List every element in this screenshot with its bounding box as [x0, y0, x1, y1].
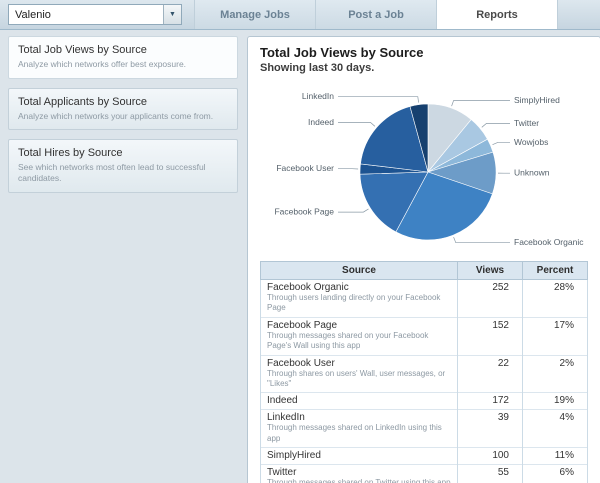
company-dropdown-value: Valenio — [15, 8, 51, 21]
views-value: 152 — [457, 316, 523, 356]
tab-post-a-job[interactable]: Post a Job — [315, 0, 436, 29]
sidebar-item-title: Total Applicants by Source — [18, 95, 148, 108]
source-description: Through messages shared on Twitter using… — [267, 478, 451, 483]
table-header-row: Source Views Percent — [260, 261, 588, 280]
report-subtitle: Showing last 30 days. — [260, 62, 375, 74]
pie-label-facebook-page: Facebook Page — [274, 207, 334, 217]
pie-label-twitter: Twitter — [514, 118, 539, 128]
pie-label-facebook-user: Facebook User — [276, 163, 334, 173]
percent-value: 6% — [522, 464, 588, 483]
sidebar-item-hires[interactable]: Total Hires by Source See which networks… — [8, 139, 238, 193]
sidebar-item-subtitle: Analyze which networks offer best exposu… — [18, 59, 187, 69]
content-area: Total Job Views by Source Analyze which … — [0, 30, 600, 483]
pie-leader-line — [481, 123, 510, 128]
company-dropdown[interactable]: Valenio ▼ — [8, 4, 182, 25]
pie-leader-line — [453, 236, 510, 244]
sidebar-item-job-views[interactable]: Total Job Views by Source Analyze which … — [8, 36, 238, 79]
source-name: Indeed — [267, 395, 298, 407]
report-panel: Total Job Views by Source Showing last 3… — [247, 36, 600, 483]
pie-leader-line — [492, 141, 510, 146]
table-row: Indeed 172 19% — [260, 392, 588, 410]
chevron-down-icon[interactable]: ▼ — [163, 5, 181, 24]
table-row: Twitter Through messages shared on Twitte… — [260, 464, 588, 483]
percent-value: 19% — [522, 392, 588, 410]
pie-label-facebook-organic: Facebook Organic — [514, 237, 584, 247]
table-row: Facebook Page Through messages shared on … — [260, 316, 588, 356]
header-views: Views — [457, 261, 523, 280]
pie-slice-indeed — [360, 106, 429, 173]
sidebar-item-title: Total Hires by Source — [18, 147, 123, 160]
reports-sidebar: Total Job Views by Source Analyze which … — [8, 36, 238, 193]
table-row: Facebook Organic Through users landing di… — [260, 279, 588, 318]
source-name: Twitter — [267, 467, 297, 479]
table-row: LinkedIn Through messages shared on Linke… — [260, 409, 588, 448]
source-table: Source Views Percent Facebook Organic Thr… — [260, 261, 588, 483]
sidebar-item-subtitle: See which networks most often lead to su… — [18, 162, 206, 183]
top-navigation-bar: Valenio ▼ Manage Jobs Post a Job Reports — [0, 0, 600, 30]
pie-slice-facebook-page — [359, 171, 429, 233]
percent-value: 4% — [522, 409, 588, 448]
pie-slice-linkedin — [409, 103, 429, 173]
pie-label-linkedin: LinkedIn — [302, 91, 334, 101]
sidebar-item-subtitle: Analyze which networks your applicants c… — [18, 110, 214, 121]
pie-leader-line — [451, 100, 510, 107]
source-name: Facebook Organic — [267, 282, 349, 293]
source-name: Facebook User — [267, 357, 335, 369]
header-source: Source — [260, 261, 458, 280]
tab-bar: Manage Jobs Post a Job Reports — [194, 0, 558, 29]
source-name: Facebook Page — [267, 319, 338, 331]
sidebar-item-applicants[interactable]: Total Applicants by Source Analyze which… — [8, 87, 238, 131]
pie-label-wowjobs: Wowjobs — [514, 137, 548, 147]
pie-label-unknown: Unknown — [514, 168, 550, 178]
pie-leader-line — [338, 122, 376, 127]
pie-chart: SimplyHired Twitter Wowjobs Unknown Facebook… — [274, 91, 584, 247]
views-value: 100 — [457, 447, 523, 465]
pie-leader-line — [338, 208, 369, 213]
header-percent: Percent — [522, 261, 588, 280]
views-value: 55 — [457, 464, 523, 483]
pie-slice-facebook-organic — [395, 171, 493, 241]
views-value: 172 — [457, 392, 523, 410]
pie-label-simplyhired: SimplyHired — [514, 95, 560, 105]
sidebar-item-title: Total Job Views by Source — [18, 44, 147, 56]
report-title: Total Job Views by Source — [260, 45, 424, 60]
tab-manage-jobs[interactable]: Manage Jobs — [194, 0, 315, 29]
tab-reports[interactable]: Reports — [436, 0, 558, 29]
source-name: LinkedIn — [267, 412, 305, 424]
views-value: 39 — [457, 409, 523, 448]
table-row: Facebook User Through shares on users' Wa… — [260, 354, 588, 393]
table-row: SimplyHired 100 11% — [260, 447, 588, 465]
pie-leader-line — [338, 96, 419, 103]
source-description: Through users landing directly on your F… — [267, 293, 441, 313]
source-description: Through messages shared on your Facebook… — [267, 330, 429, 351]
percent-value: 17% — [522, 316, 588, 356]
source-description: Through messages shared on LinkedIn usin… — [267, 423, 442, 443]
pie-label-indeed: Indeed — [308, 117, 334, 127]
views-value: 252 — [457, 279, 523, 318]
source-name: SimplyHired — [267, 450, 321, 462]
percent-value: 11% — [522, 447, 588, 465]
percent-value: 28% — [522, 279, 588, 318]
views-value: 22 — [457, 354, 523, 393]
percent-value: 2% — [522, 354, 588, 393]
source-description: Through shares on users' Wall, user mess… — [267, 368, 446, 388]
